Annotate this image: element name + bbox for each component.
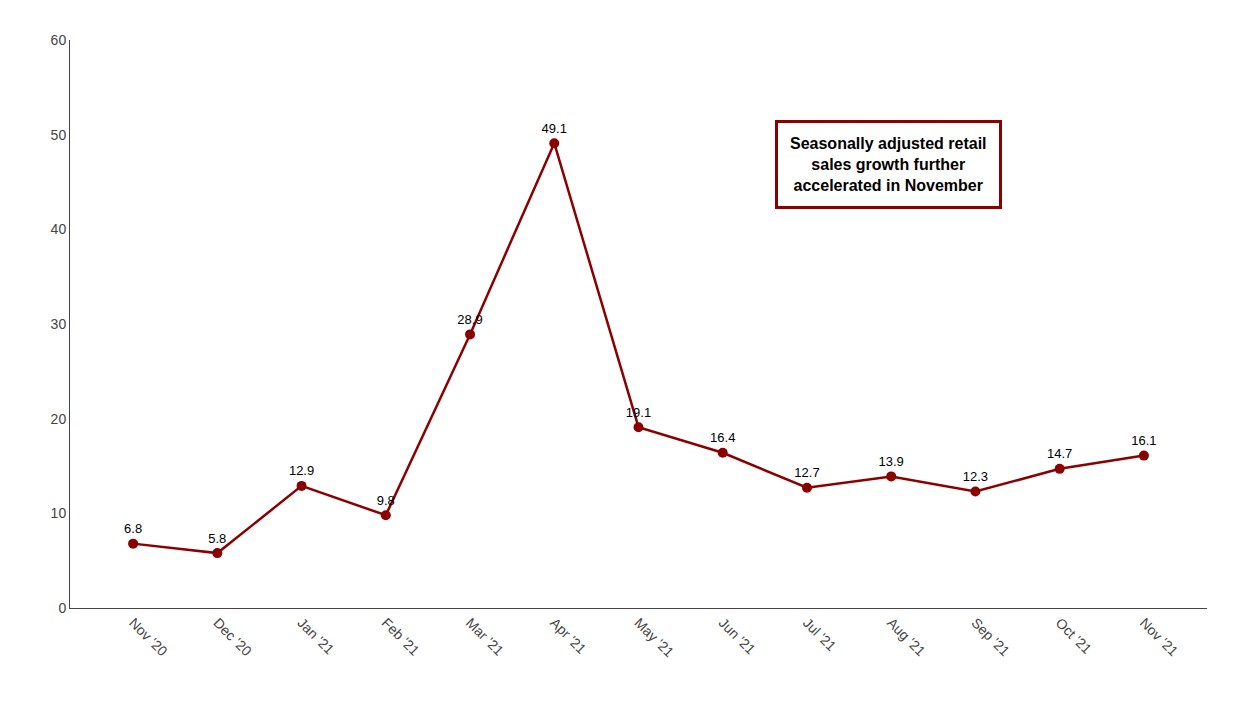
svg-text:20: 20 bbox=[51, 411, 67, 427]
svg-text:9.8: 9.8 bbox=[377, 493, 395, 508]
svg-text:Jul '21: Jul '21 bbox=[800, 615, 840, 655]
svg-text:Oct '21: Oct '21 bbox=[1053, 615, 1096, 658]
svg-text:13.9: 13.9 bbox=[879, 454, 904, 469]
svg-text:Jan '21: Jan '21 bbox=[294, 615, 337, 658]
svg-text:14.7: 14.7 bbox=[1047, 446, 1072, 461]
svg-text:10: 10 bbox=[51, 505, 67, 521]
svg-text:16.1: 16.1 bbox=[1131, 433, 1156, 448]
svg-text:12.3: 12.3 bbox=[963, 469, 988, 484]
svg-text:19.1: 19.1 bbox=[626, 405, 651, 420]
svg-text:40: 40 bbox=[51, 221, 67, 237]
svg-text:12.9: 12.9 bbox=[289, 463, 314, 478]
svg-text:Feb '21: Feb '21 bbox=[379, 615, 423, 659]
svg-text:Seasonally adjusted retailsale: Seasonally adjusted retailsales growth f… bbox=[790, 135, 987, 194]
svg-text:60: 60 bbox=[51, 32, 67, 48]
svg-text:Sep '21: Sep '21 bbox=[968, 615, 1013, 660]
svg-text:16.4: 16.4 bbox=[710, 430, 735, 445]
svg-text:28.9: 28.9 bbox=[457, 312, 482, 327]
svg-text:Nov '20: Nov '20 bbox=[126, 615, 171, 660]
svg-text:Nov '21: Nov '21 bbox=[1137, 615, 1182, 660]
svg-text:Mar '21: Mar '21 bbox=[463, 615, 507, 659]
svg-text:12.7: 12.7 bbox=[794, 465, 819, 480]
svg-text:30: 30 bbox=[51, 316, 67, 332]
svg-text:0: 0 bbox=[58, 600, 66, 616]
svg-text:49.1: 49.1 bbox=[542, 121, 567, 136]
svg-text:Apr '21: Apr '21 bbox=[547, 615, 590, 658]
svg-text:Dec '20: Dec '20 bbox=[210, 615, 255, 660]
svg-text:6.8: 6.8 bbox=[124, 521, 142, 536]
svg-text:May '21: May '21 bbox=[631, 615, 677, 661]
svg-text:5.8: 5.8 bbox=[208, 531, 226, 546]
svg-text:Jun '21: Jun '21 bbox=[716, 615, 759, 658]
svg-text:50: 50 bbox=[51, 127, 67, 143]
svg-text:Aug '21: Aug '21 bbox=[884, 615, 929, 660]
